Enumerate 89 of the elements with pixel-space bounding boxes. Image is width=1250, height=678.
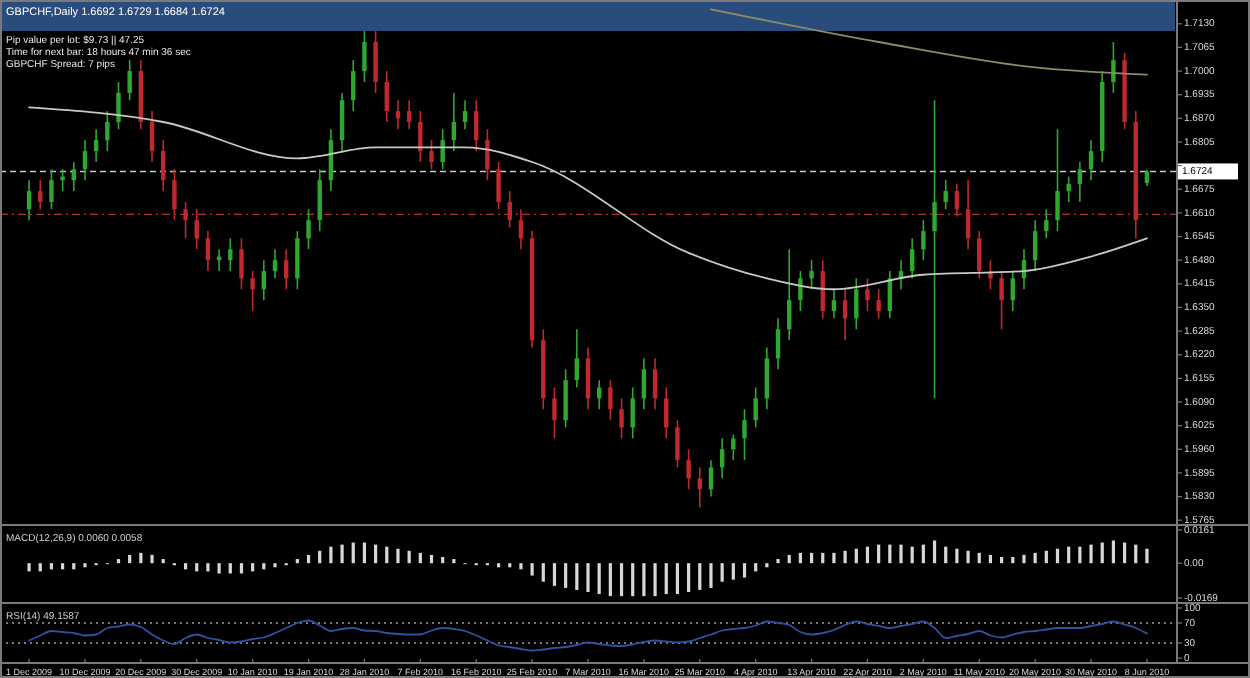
line-series: [710, 8, 1148, 76]
candlestick: [429, 139, 434, 171]
candlestick: [909, 237, 915, 280]
candlestick: [1032, 219, 1038, 272]
candlestick: [406, 99, 412, 131]
candlestick: [865, 277, 870, 312]
candlestick: [652, 357, 658, 411]
candlestick: [384, 70, 389, 123]
candlestick: [686, 448, 691, 491]
candlestick: [127, 59, 132, 101]
candlestick: [1111, 41, 1116, 94]
candlestick: [742, 408, 747, 461]
candlestick: [1077, 161, 1083, 203]
candlestick: [172, 168, 177, 221]
candlestick: [831, 288, 837, 320]
candlestick: [630, 386, 635, 440]
candlestick: [954, 183, 960, 218]
candlestick: [194, 208, 199, 251]
candlestick: [60, 168, 65, 192]
candlestick: [261, 259, 267, 301]
candlestick: [1010, 270, 1015, 312]
candlestick: [485, 128, 490, 181]
candlestick: [239, 237, 244, 291]
candlestick: [451, 92, 457, 152]
candlestick: [787, 248, 792, 341]
candlestick: [183, 201, 188, 240]
candlestick: [105, 110, 110, 152]
candlestick: [697, 466, 702, 509]
candlestick: [93, 128, 99, 163]
candlestick: [943, 179, 948, 211]
candlestick: [161, 139, 166, 192]
candlestick: [988, 259, 993, 291]
candlestick: [306, 208, 311, 251]
candlestick: [38, 179, 43, 211]
candlestick: [317, 168, 322, 232]
candlestick: [719, 437, 725, 480]
candlestick: [764, 346, 770, 411]
candlestick: [49, 168, 54, 211]
candlestick: [854, 277, 859, 331]
candlestick: [462, 99, 468, 131]
candlestick: [373, 30, 378, 94]
candlestick: [205, 230, 211, 272]
candlestick: [82, 139, 88, 181]
candlestick: [876, 288, 881, 320]
candlestick: [664, 386, 669, 440]
candlestick: [775, 317, 781, 371]
candlestick: [418, 110, 423, 163]
candlestick: [149, 110, 155, 163]
candlestick: [518, 208, 524, 251]
candlestick: [608, 379, 613, 421]
candlestick: [921, 219, 926, 261]
candlestick: [71, 161, 76, 192]
candlestick: [496, 161, 501, 211]
candlestick: [1088, 139, 1094, 181]
candlestick: [272, 248, 278, 280]
candlestick: [585, 346, 591, 411]
candlestick: [507, 190, 512, 229]
candlestick: [250, 270, 255, 312]
candlestick: [339, 92, 345, 152]
candlestick: [295, 230, 300, 291]
candlestick: [675, 419, 680, 469]
candlestick: [798, 270, 803, 312]
candlestick: [708, 459, 714, 498]
candlestick: [753, 386, 758, 429]
candlestick: [351, 59, 356, 112]
candlestick: [596, 379, 602, 411]
candlestick: [965, 179, 971, 251]
candlestick: [641, 357, 647, 411]
candlestick: [1066, 175, 1071, 203]
candlestick: [1055, 128, 1060, 232]
candlestick: [731, 433, 736, 461]
candlestick: [1044, 208, 1049, 240]
line-series: [28, 619, 1148, 652]
candlestick: [228, 237, 233, 272]
candlestick: [932, 99, 937, 400]
candlestick: [619, 397, 624, 440]
candlestick: [977, 230, 982, 280]
candlestick: [474, 99, 479, 152]
candlestick: [999, 270, 1004, 331]
candlestick: [563, 368, 568, 429]
candlestick: [440, 128, 445, 171]
candlestick: [842, 288, 848, 341]
candlestick: [362, 30, 367, 83]
candlestick: [552, 386, 557, 440]
candlestick: [809, 259, 814, 291]
candlestick: [116, 81, 121, 131]
candlestick: [283, 248, 289, 291]
candlestick: [26, 179, 32, 221]
candlestick: [574, 328, 580, 389]
